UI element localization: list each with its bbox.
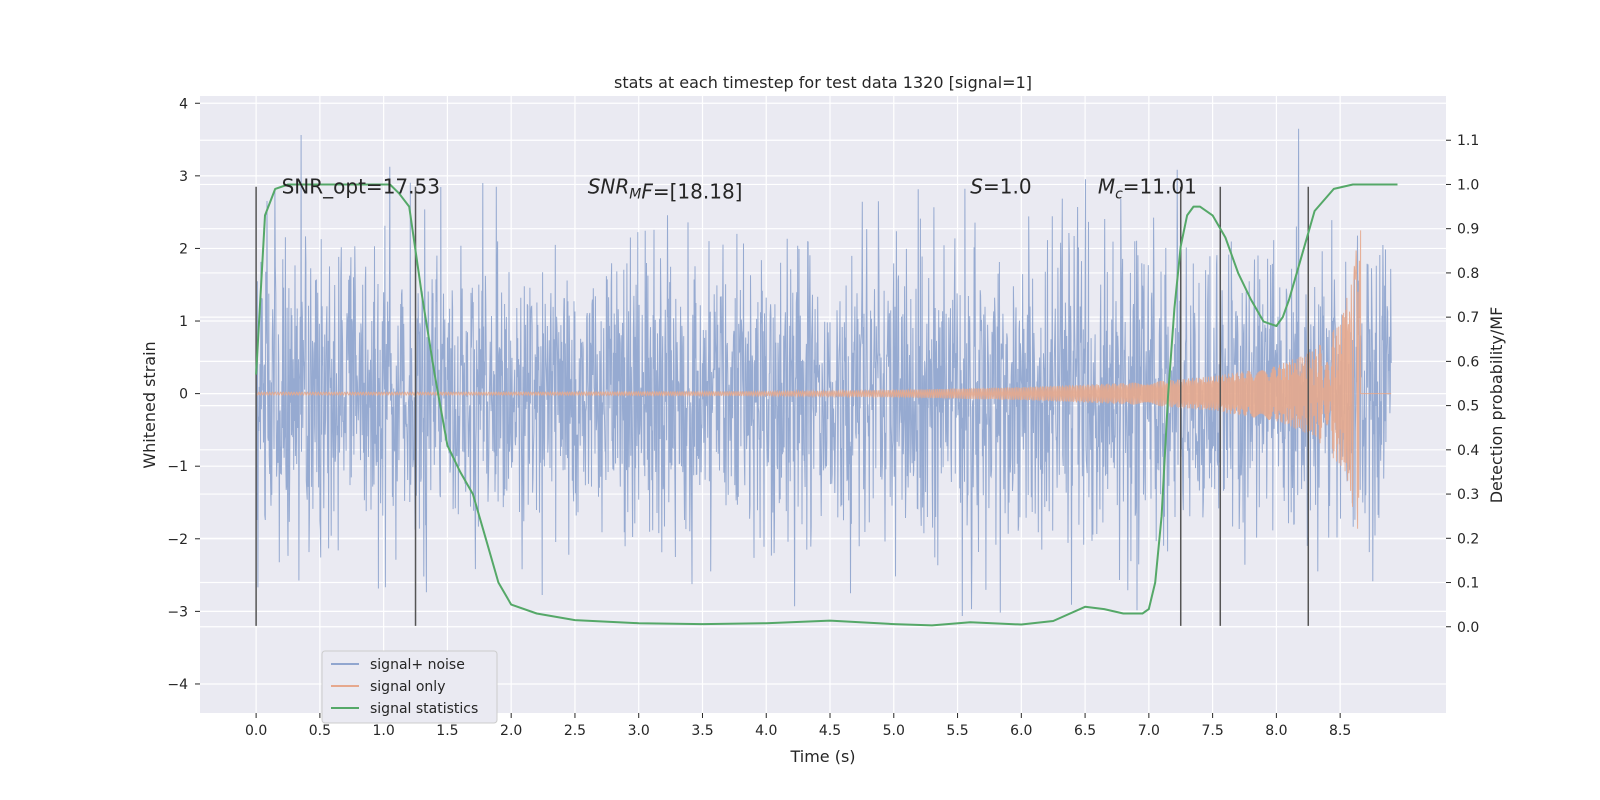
legend: signal+ noise signal only signal statist… [321,650,498,724]
annotation-text: SNRMF=[18.18] [588,174,743,203]
x-axis-label: Time (s) [789,747,855,766]
x-tick-label: 3.5 [691,723,713,739]
y-tick-label: −3 [167,604,188,620]
annotations: SNR_opt=17.53 SNRMF=[18.18] S=1.0 Mc=11.01 [282,174,1197,203]
legend-label-signal-statistics: signal statistics [370,701,478,717]
signal-only-line [255,230,1392,529]
annotation-part: =11.01 [1123,174,1197,198]
x-axis-ticks: 0.0 0.5 1.0 1.5 2.0 2.5 3.0 3.5 4.0 4.5 5.0 5.5 6.0 6… [245,713,1351,739]
x-tick-label: 8.0 [1265,723,1287,739]
x-tick-label: 7.5 [1201,723,1223,739]
annotation-part: SNR [588,174,630,198]
annotation-part: c [1115,186,1123,202]
x-tick-label: 0.5 [309,723,331,739]
annotation-text: SNR_opt=17.53 [282,174,440,198]
annotation-part: SNR_opt=17.53 [282,174,440,198]
y-tick-label: 4 [179,96,188,112]
y2-tick-label: 0.1 [1457,576,1479,592]
legend-box [321,650,498,724]
x-tick-label: 4.0 [755,723,777,739]
y2-tick-label: 0.2 [1457,531,1479,547]
right-y-axis-ticks: 0.0 0.1 0.2 0.3 0.4 0.5 0.6 0.7 0.8 0.9 1.0 1.1 [1446,133,1479,636]
x-tick-label: 6.0 [1010,723,1032,739]
x-tick-label: 0.0 [245,723,267,739]
x-tick-label: 2.5 [564,723,586,739]
y2-tick-label: 0.0 [1457,620,1479,636]
x-tick-label: 7.0 [1138,723,1160,739]
x-tick-label: 1.0 [373,723,395,739]
signal-statistics-series [255,183,1398,627]
y2-tick-label: 0.9 [1457,222,1479,238]
annotation-part: =[18.18] [653,179,743,203]
y2-tick-label: 0.5 [1457,399,1479,415]
y2-tick-label: 0.7 [1457,310,1479,326]
annotation-text: Mc=11.01 [1098,174,1197,202]
x-tick-label: 5.0 [883,723,905,739]
x-tick-label: 3.0 [628,723,650,739]
left-y-axis-ticks: −4 −3 −2 −1 0 1 2 3 4 [167,96,200,693]
y-tick-label: 1 [179,314,188,330]
chart-title: stats at each timestep for test data 132… [614,73,1032,92]
signal-only-series [255,230,1392,529]
y2-tick-label: 0.6 [1457,354,1479,370]
annotation-part: M [1098,174,1115,198]
y-tick-label: 0 [179,387,188,403]
annotation-part: S [970,174,983,198]
legend-label-signal-only: signal only [370,679,445,695]
y2-tick-label: 0.3 [1457,487,1479,503]
y2-axis-label: Detection probability/MF [1487,307,1506,504]
y2-tick-label: 0.4 [1457,443,1479,459]
x-tick-label: 1.5 [436,723,458,739]
y2-tick-label: 0.8 [1457,266,1479,282]
y2-tick-label: 1.0 [1457,177,1479,193]
y-tick-label: 2 [179,241,188,257]
annotation-part: M [629,186,641,202]
y-tick-label: −1 [167,459,188,475]
x-tick-label: 2.0 [500,723,522,739]
y-tick-label: 3 [179,169,188,185]
x-tick-label: 8.5 [1329,723,1351,739]
annotation-part: F [641,179,653,203]
x-tick-label: 6.5 [1074,723,1096,739]
x-tick-label: 4.5 [819,723,841,739]
vertical-marker-lines [255,186,1310,626]
y2-tick-label: 1.1 [1457,133,1479,149]
legend-label-signal-noise: signal+ noise [370,657,465,673]
x-tick-label: 5.5 [946,723,968,739]
y-tick-label: −2 [167,532,188,548]
y-axis-label: Whitened strain [140,341,159,468]
y-tick-label: −4 [167,677,188,693]
signal-statistics-line [255,183,1398,627]
annotation-part: =1.0 [983,174,1032,198]
annotation-text: S=1.0 [970,174,1031,198]
